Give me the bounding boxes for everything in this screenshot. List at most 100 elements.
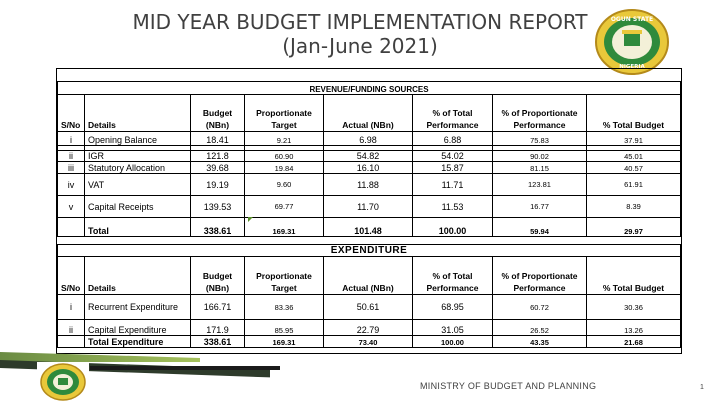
cell-pct-budget: 13.26 [586, 319, 681, 336]
cell-details: Capital Expenditure [84, 319, 191, 336]
cell-pct-budget: 37.91 [586, 131, 681, 146]
cell-sno: i [57, 294, 85, 320]
total-budget: 338.61 [190, 335, 245, 348]
cell-pct-prop: 60.72 [492, 294, 587, 320]
col-pct-prop: % of Proportionate Performance [492, 94, 587, 132]
total-label: Total [84, 217, 191, 237]
page-number: 1 [700, 384, 704, 391]
revenue-table: REVENUE/FUNDING SOURCES S/No Details Bud… [57, 81, 681, 237]
cell-pct-budget: 61.91 [586, 173, 681, 196]
cell-pct-budget: 8.39 [586, 195, 681, 218]
cell-pct-total: 11.71 [412, 173, 493, 196]
cell-details: VAT [84, 173, 191, 196]
cell-target: 9.21 [244, 131, 324, 146]
revenue-section-title: REVENUE/FUNDING SOURCES [57, 81, 681, 95]
cell-actual: 22.79 [323, 319, 413, 336]
total-pct-budget: 29.97 [586, 217, 681, 237]
cell-budget: 18.41 [190, 131, 245, 146]
total-label: Total Expenditure [84, 335, 191, 348]
total-target: 169.31 [244, 217, 324, 237]
col-target: Proportionate Target [244, 94, 324, 132]
table-row: iv VAT 19.19 9.60 11.88 11.71 123.81 61.… [57, 173, 681, 196]
col-actual: Actual (NBn) [323, 256, 413, 295]
col-budget: Budget (NBn) [190, 94, 245, 132]
cell-pct-total: 68.95 [412, 294, 493, 320]
col-sno: S/No [57, 94, 85, 132]
total-budget: 338.61 [190, 217, 245, 237]
table-row: ii IGR 121.8 60.90 54.82 54.02 90.02 45.… [57, 150, 681, 162]
cell-target: 9.60 [244, 173, 324, 196]
table-row: i Opening Balance 18.41 9.21 6.98 6.88 7… [57, 131, 681, 146]
ogun-state-seal-icon: OGUN STATE NIGERIA [595, 9, 669, 75]
cell-pct-budget: 30.36 [586, 294, 681, 320]
cell-actual: 50.61 [323, 294, 413, 320]
ministry-footer: MINISTRY OF BUDGET AND PLANNING [420, 381, 597, 391]
cell-budget: 39.68 [190, 161, 245, 174]
cell-details: Recurrent Expenditure [84, 294, 191, 320]
logo-top-text: OGUN STATE [611, 16, 653, 23]
col-sno: S/No [57, 256, 85, 295]
cell-pct-total: 6.88 [412, 131, 493, 146]
cell-budget: 19.19 [190, 173, 245, 196]
cell-pct-budget: 40.57 [586, 161, 681, 174]
col-details: Details [84, 256, 191, 295]
col-budget: Budget (NBn) [190, 256, 245, 295]
cell-details: IGR [84, 150, 191, 162]
cell-sno: i [57, 131, 85, 146]
cell-target: 60.90 [244, 150, 324, 162]
cell-pct-prop: 16.77 [492, 195, 587, 218]
table-row: iii Statutory Allocation 39.68 19.84 16.… [57, 161, 681, 174]
cell-target: 85.95 [244, 319, 324, 336]
decorative-stripe [90, 366, 280, 370]
cell-corner-marker [248, 217, 253, 222]
col-actual: Actual (NBn) [323, 94, 413, 132]
cell-actual: 11.88 [323, 173, 413, 196]
cell-sno: iii [57, 161, 85, 174]
cell-budget: 171.9 [190, 319, 245, 336]
total-actual: 101.48 [323, 217, 413, 237]
expenditure-section-title: EXPENDITURE [57, 244, 681, 257]
cell-actual: 16.10 [323, 161, 413, 174]
table-row: i Recurrent Expenditure 166.71 83.36 50.… [57, 294, 681, 320]
col-details: Details [84, 94, 191, 132]
cell-actual: 11.70 [323, 195, 413, 218]
cell-pct-prop: 26.52 [492, 319, 587, 336]
cell-actual: 54.82 [323, 150, 413, 162]
cell-sno: iv [57, 173, 85, 196]
col-pct-total: % of Total Performance [412, 94, 493, 132]
cell-pct-prop: 75.83 [492, 131, 587, 146]
cell-budget: 166.71 [190, 294, 245, 320]
cell-sno: v [57, 195, 85, 218]
cell-budget: 121.8 [190, 150, 245, 162]
report-frame [56, 68, 682, 354]
col-pct-prop: % of Proportionate Performance [492, 256, 587, 295]
total-pct-prop: 43.35 [492, 335, 587, 348]
cell-target: 69.77 [244, 195, 324, 218]
title-line-2: (Jan-June 2021) [282, 34, 438, 58]
total-target: 169.31 [244, 335, 324, 348]
revenue-header-row: S/No Details Budget (NBn) Proportionate … [57, 94, 681, 132]
cell-sno: ii [57, 319, 85, 336]
cell-pct-budget: 45.01 [586, 150, 681, 162]
total-actual: 73.40 [323, 335, 413, 348]
cell-pct-total: 15.87 [412, 161, 493, 174]
col-target: Proportionate Target [244, 256, 324, 295]
title-line-1: MID YEAR BUDGET IMPLEMENTATION REPORT [132, 10, 588, 34]
cell-pct-prop: 123.81 [492, 173, 587, 196]
cell-details: Capital Receipts [84, 195, 191, 218]
col-pct-budget: % Total Budget [586, 256, 681, 295]
cell-details: Statutory Allocation [84, 161, 191, 174]
table-row: v Capital Receipts 139.53 69.77 11.70 11… [57, 195, 681, 218]
cell-target: 83.36 [244, 294, 324, 320]
expenditure-total-row: Total Expenditure 338.61 169.31 73.40 10… [57, 335, 681, 348]
expenditure-table: EXPENDITURE S/No Details Budget (NBn) Pr… [57, 244, 681, 348]
revenue-total-row: Total 338.61 169.31 101.48 100.00 59.94 … [57, 217, 681, 237]
cell-target: 19.84 [244, 161, 324, 174]
table-row: ii Capital Expenditure 171.9 85.95 22.79… [57, 319, 681, 336]
cell-details: Opening Balance [84, 131, 191, 146]
cell-actual: 6.98 [323, 131, 413, 146]
total-pct-total: 100.00 [412, 335, 493, 348]
cell-pct-total: 11.53 [412, 195, 493, 218]
logo-bottom-text: NIGERIA [619, 64, 645, 70]
decorative-stripe [0, 352, 200, 362]
